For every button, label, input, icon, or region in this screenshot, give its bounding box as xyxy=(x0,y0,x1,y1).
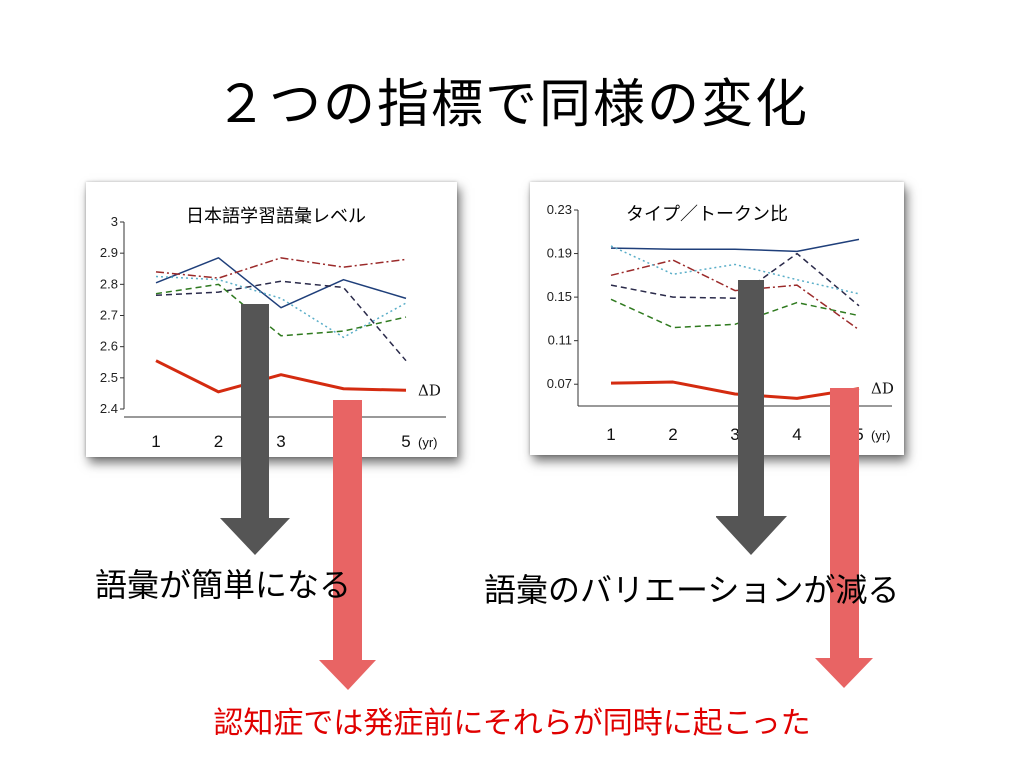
slide-title: ２つの指標で同様の変化 xyxy=(214,75,809,135)
series-line-4 xyxy=(610,245,860,295)
y-tick-label: 2.7 xyxy=(100,308,118,323)
chart-type-token-ratio: 0.230.190.150.110.0712345(yr)ΔD xyxy=(547,202,894,444)
y-tick-label: 0.19 xyxy=(547,246,572,261)
series-line-1 xyxy=(610,238,860,253)
x-unit-label: (yr) xyxy=(871,428,891,443)
y-tick-label: 0.23 xyxy=(547,202,572,217)
series-line-2 xyxy=(155,257,407,279)
y-tick-label: 3 xyxy=(111,214,118,229)
y-tick-label: 2.8 xyxy=(100,276,118,291)
red-down-arrow-left xyxy=(319,400,376,690)
x-tick-label: 5 xyxy=(401,432,410,451)
series-line-0 xyxy=(155,359,407,394)
y-tick-label: 2.6 xyxy=(100,339,118,354)
red-down-arrow-right xyxy=(815,388,873,688)
series-line-3 xyxy=(155,280,407,362)
x-tick-label: 2 xyxy=(214,432,223,451)
caption-vocabulary-variation-decreases: 語彙のバリエーションが減る xyxy=(484,571,900,609)
x-tick-label: 3 xyxy=(730,425,739,444)
gray-down-arrow-right xyxy=(716,280,787,555)
series-line-5 xyxy=(155,283,407,337)
conclusion-text: 認知症では発症前にそれらが同時に起こった xyxy=(213,706,811,741)
series-line-1 xyxy=(155,257,407,309)
caption-vocabulary-simpler: 語彙が簡単になる xyxy=(95,566,352,604)
x-tick-label: 2 xyxy=(668,425,677,444)
series-label-delta-d: ΔD xyxy=(418,381,441,399)
x-tick-label: 3 xyxy=(276,432,285,451)
series-line-5 xyxy=(610,298,860,329)
chart-vocabulary-level: 32.92.82.72.62.52.412345(yr)ΔD xyxy=(100,214,446,451)
chart-title: 日本語学習語彙レベル xyxy=(186,206,366,227)
series-line-0 xyxy=(610,380,860,400)
y-tick-label: 0.11 xyxy=(548,333,572,348)
y-tick-label: 0.15 xyxy=(547,289,572,304)
y-tick-label: 2.4 xyxy=(100,401,118,416)
x-tick-label: 1 xyxy=(151,432,160,451)
y-tick-label: 2.5 xyxy=(100,370,118,385)
chart-panel-vocabulary-level: 32.92.82.72.62.52.412345(yr)ΔD 日本語学習語彙レベ… xyxy=(86,182,457,457)
y-tick-label: 2.9 xyxy=(100,245,118,260)
series-label-delta-d: ΔD xyxy=(871,380,894,398)
x-tick-label: 4 xyxy=(792,425,801,444)
series-line-2 xyxy=(610,259,860,331)
x-tick-label: 1 xyxy=(606,425,615,444)
y-tick-label: 0.07 xyxy=(547,376,572,391)
gray-down-arrow-left xyxy=(220,304,290,555)
series-line-3 xyxy=(610,252,860,307)
series-line-4 xyxy=(155,275,407,339)
x-unit-label: (yr) xyxy=(418,435,438,450)
chart-title: タイプ／トークン比 xyxy=(626,204,788,225)
